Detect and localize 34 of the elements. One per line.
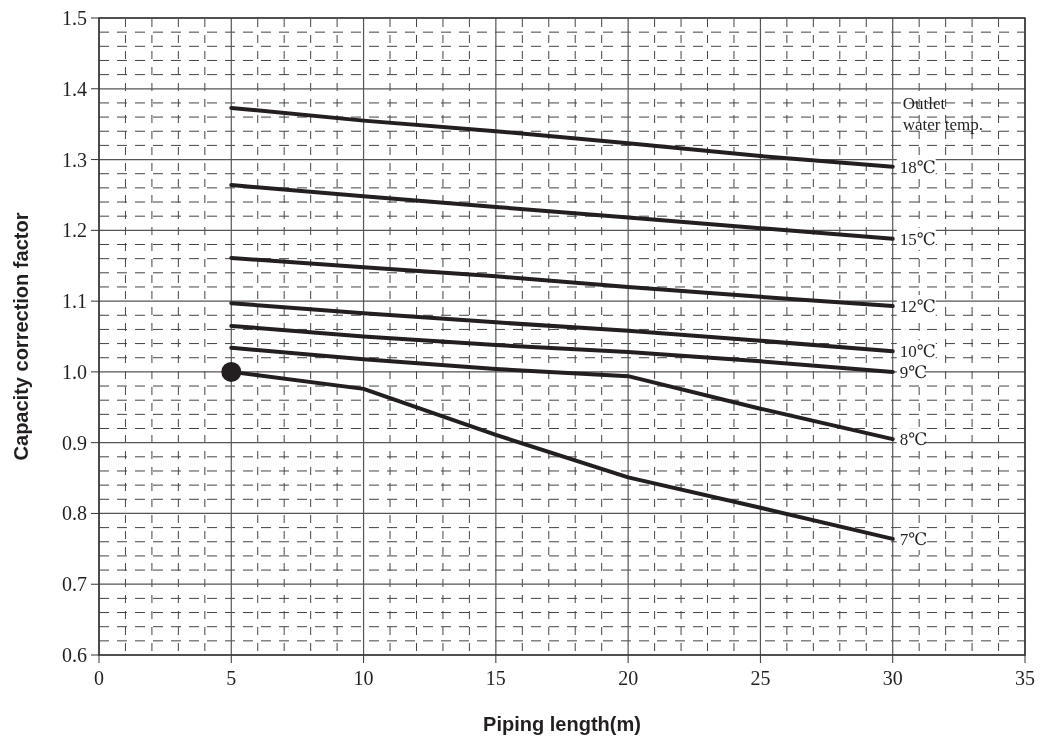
x-tick-label: 35 xyxy=(1015,667,1035,689)
x-tick-label: 0 xyxy=(94,667,104,689)
y-tick-label: 1.1 xyxy=(62,290,87,313)
y-tick-label: 0.9 xyxy=(62,431,87,454)
line-series xyxy=(229,255,895,309)
series-label: 9℃ xyxy=(899,362,928,382)
line-series xyxy=(229,323,895,374)
line-series xyxy=(229,105,895,169)
y-tick-label: 0.6 xyxy=(62,644,87,666)
annotation: Outlet water temp. xyxy=(902,93,983,134)
y-tick-label: 1.3 xyxy=(62,148,87,171)
y-tick-label: 0.8 xyxy=(62,502,87,525)
series-label: 7℃ xyxy=(899,529,928,549)
y-tick-label: 1.5 xyxy=(62,7,87,29)
x-tick-label: 15 xyxy=(485,667,506,689)
series-label: 8℃ xyxy=(899,430,928,450)
x-axis-title: Piping length(m) xyxy=(483,713,641,735)
x-tick-label: 20 xyxy=(618,667,639,689)
y-tick-label: 0.7 xyxy=(62,573,87,596)
series-label: 10℃ xyxy=(899,342,936,362)
line-series xyxy=(229,301,895,354)
y-tick-label: 1.4 xyxy=(62,77,87,100)
y-tick-label: 1.0 xyxy=(62,360,87,383)
x-tick-label: 5 xyxy=(226,667,237,689)
series-label: 15℃ xyxy=(899,229,936,249)
line-series xyxy=(229,183,895,241)
x-tick-label: 10 xyxy=(353,667,374,689)
x-tick-label: 25 xyxy=(750,667,771,689)
line-series xyxy=(229,345,895,442)
y-axis-title: Capacity correction factor xyxy=(10,212,32,461)
series-label: 18℃ xyxy=(899,157,936,177)
series-label: 12℃ xyxy=(899,297,936,317)
x-tick-label: 30 xyxy=(882,667,903,689)
y-tick-label: 1.2 xyxy=(62,219,87,242)
